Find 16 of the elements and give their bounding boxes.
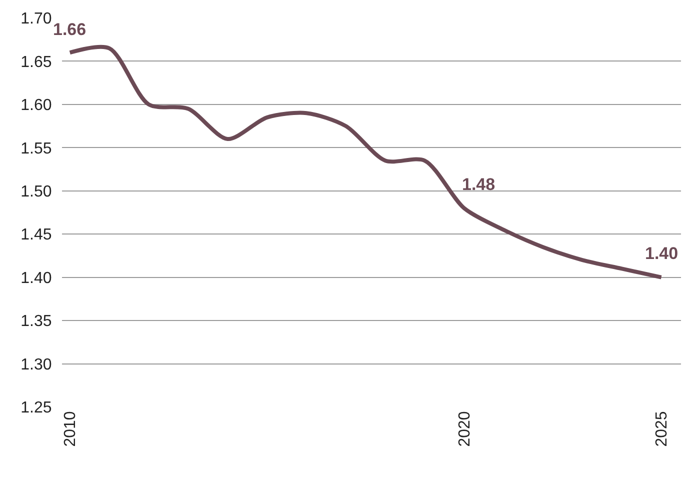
x-tick-label: 2025 [653, 411, 670, 447]
y-tick-label: 1.45 [20, 226, 52, 244]
y-tick-label: 1.65 [20, 54, 52, 71]
data-label: 1.66 [53, 20, 86, 39]
data-label: 1.40 [645, 244, 678, 263]
y-tick-label: 1.55 [20, 140, 52, 158]
data-label: 1.48 [462, 175, 496, 194]
x-tick-label: 2020 [456, 411, 474, 447]
y-tick-label: 1.35 [20, 313, 52, 330]
y-tick-label: 1.70 [20, 10, 52, 28]
y-tick-label: 1.25 [20, 400, 52, 417]
y-tick-label: 1.50 [20, 183, 52, 200]
y-tick-label: 1.60 [20, 97, 52, 114]
y-tick-label: 1.40 [20, 270, 52, 287]
y-tick-label: 1.30 [20, 356, 52, 374]
x-tick-label: 2010 [62, 411, 80, 447]
